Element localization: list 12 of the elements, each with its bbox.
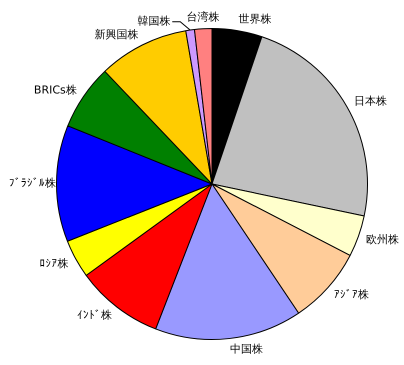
slice-label: ｱｼﾞｱ株 [334, 288, 369, 301]
slice-label: ｲﾝﾄﾞ株 [77, 308, 112, 322]
slice-label: 日本株 [354, 94, 388, 108]
slice-label: BRICs株 [34, 83, 77, 96]
slice-label: 台湾株 [186, 10, 220, 24]
slice-label: 新興国株 [94, 28, 139, 42]
slice-label: ﾛｼｱ株 [40, 257, 69, 270]
slice-label: 中国株 [230, 342, 263, 356]
slice-label: 韓国株 [137, 14, 170, 28]
slice-label: 世界株 [238, 12, 272, 26]
slice-label: ﾌﾞﾗｼﾞﾙ株 [9, 176, 56, 190]
slice-label: 欧州株 [366, 232, 400, 246]
